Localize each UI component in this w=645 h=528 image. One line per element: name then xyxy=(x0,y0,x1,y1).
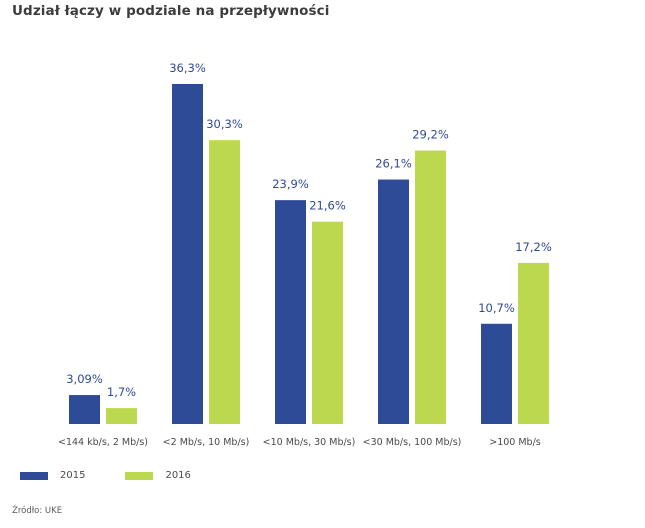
legend-label-2015: 2015 xyxy=(60,470,86,481)
chart-legend: 2015 2016 xyxy=(20,470,231,481)
category-label-1: <144 kb/s, 2 Mb/s) xyxy=(58,437,148,448)
bar-2016-1 xyxy=(106,408,137,424)
bar-2015-2 xyxy=(172,84,203,424)
value-label-2016-1: 1,7% xyxy=(107,385,136,399)
bar-2015-3 xyxy=(275,200,306,424)
legend-item-2015: 2015 xyxy=(20,470,85,481)
bar-2015-4 xyxy=(378,179,409,424)
value-label-2016-4: 29,2% xyxy=(412,128,449,142)
category-label-3: <10 Mb/s, 30 Mb/s) xyxy=(263,437,356,448)
bar-2016-5 xyxy=(518,262,549,424)
bar-2016-2 xyxy=(209,140,240,424)
value-label-2015-3: 23,9% xyxy=(272,177,309,191)
value-label-2016-3: 21,6% xyxy=(309,199,346,213)
bar-2015-1 xyxy=(69,395,100,424)
value-label-2015-5: 10,7% xyxy=(478,301,515,315)
legend-swatch-2015 xyxy=(20,471,48,480)
value-label-2015-4: 26,1% xyxy=(375,157,412,171)
bar-2016-3 xyxy=(312,221,343,424)
chart-title: Udział łączy w podziale na przepływności xyxy=(12,3,330,19)
value-label-2015-1: 3,09% xyxy=(66,372,103,386)
bar-2016-4 xyxy=(415,150,446,424)
legend-swatch-2016 xyxy=(125,471,154,480)
value-label-2015-2: 36,3% xyxy=(169,61,206,75)
bar-2015-5 xyxy=(481,323,512,424)
category-label-4: <30 Mb/s, 100 Mb/s) xyxy=(363,437,462,448)
category-label-2: <2 Mb/s, 10 Mb/s) xyxy=(163,437,250,448)
category-label-5: >100 Mb/s xyxy=(489,437,541,448)
legend-item-2016: 2016 xyxy=(125,470,191,481)
value-label-2016-5: 17,2% xyxy=(515,240,552,254)
source-note: Źródło: UKE xyxy=(12,506,63,516)
legend-label-2016: 2016 xyxy=(165,470,191,481)
value-label-2016-2: 30,3% xyxy=(206,117,243,131)
